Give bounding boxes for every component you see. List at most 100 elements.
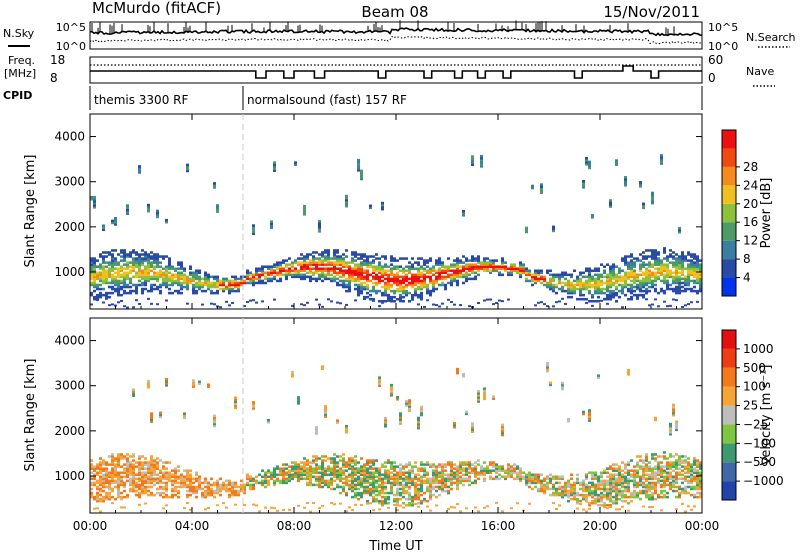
heatmap-cell [378,289,381,293]
heatmap-cell [384,481,387,485]
heatmap-cell [549,381,552,385]
heatmap-cell [444,483,447,487]
heatmap-cell [666,471,669,475]
heatmap-cell [408,481,411,485]
heatmap-cell [426,289,429,293]
heatmap-cell [120,483,123,487]
heatmap-cell [153,265,156,268]
heatmap-cell [168,291,171,295]
heatmap-cell [411,265,414,268]
heatmap-cell [597,376,600,379]
heatmap-cell [507,271,510,275]
heatmap-cell [498,271,501,275]
heatmap-cell [138,253,141,256]
heatmap-cell [156,465,159,468]
heatmap-cell [261,269,264,273]
heatmap-cell [408,401,411,404]
heatmap-cell [696,257,699,260]
heatmap-cell [117,279,120,283]
heatmap-cell [639,281,642,285]
heatmap-cell [162,465,165,468]
heatmap-cell [216,491,219,495]
heatmap-cell [186,489,189,493]
heatmap-cell [540,187,543,190]
heatmap-cell [597,495,600,499]
heatmap-cell [585,279,588,283]
heatmap-cell [660,267,663,271]
heatmap-cell [369,273,372,277]
heatmap-cell [300,257,303,260]
heatmap-cell [102,477,105,481]
heatmap-cell [261,479,264,483]
heatmap-cell [387,459,390,462]
heatmap-cell [396,501,399,505]
heatmap-cell [93,473,96,477]
heatmap-cell [414,491,417,495]
heatmap-cell [612,483,615,487]
heatmap-cell [615,491,618,495]
heatmap-cell [285,273,288,277]
heatmap-cell [93,483,96,487]
heatmap-cell [459,481,462,485]
heatmap-cell [315,475,318,479]
heatmap-cell [576,297,579,301]
heatmap-cell [156,259,159,262]
heatmap-cell [621,475,624,479]
heatmap-cell [627,463,630,466]
heatmap-cell [639,289,642,293]
heatmap-cell [165,269,168,273]
heatmap-cell [150,465,153,468]
heatmap-cell [483,259,486,262]
heatmap-cell [618,497,621,501]
heatmap-cell [444,287,447,291]
heatmap-cell [147,385,150,389]
heatmap-cell [579,287,582,291]
heatmap-cell [408,261,411,264]
heatmap-cell [156,477,159,481]
heatmap-cell [174,477,177,481]
heatmap-cell [660,495,663,499]
heatmap-cell [162,257,165,260]
heatmap-cell [411,495,414,499]
heatmap-cell [363,463,366,466]
heatmap-cell [582,184,585,187]
heatmap-cell [477,392,480,395]
heatmap-cell [600,287,603,291]
heatmap-cell [432,279,435,283]
heatmap-cell [357,461,360,464]
heatmap-cell [303,204,306,208]
heatmap-cell [324,455,327,458]
heatmap-cell [93,467,96,470]
heatmap-cell [660,485,663,489]
heatmap-cell [690,469,693,472]
heatmap-cell [108,271,111,275]
heatmap-cell [660,158,663,161]
colorbar-swatch [722,386,736,406]
heatmap-cell [348,269,351,273]
heatmap-cell [642,261,645,264]
heatmap-cell [414,461,417,464]
heatmap-cell [144,473,147,477]
heatmap-cell [273,275,276,279]
heatmap-cell [699,461,702,464]
heatmap-cell [639,273,642,277]
heatmap-cell [225,487,228,491]
heatmap-cell [309,481,312,485]
heatmap-cell [300,261,303,264]
heatmap-cell [600,483,603,487]
heatmap-cell [207,281,210,285]
heatmap-cell [213,283,216,287]
heatmap-cell [642,477,645,481]
heatmap-cell [147,277,150,281]
heatmap-cell [360,273,363,277]
heatmap-cell [96,275,99,279]
heatmap-cell [324,273,327,277]
heatmap-cell [363,285,366,289]
heatmap-cell [576,477,579,481]
heatmap-cell [102,273,105,277]
heatmap-cell [420,283,423,287]
heatmap-cell [345,265,348,268]
heatmap-cell [555,481,558,485]
heatmap-cell [306,459,309,462]
heatmap-cell [666,255,669,258]
